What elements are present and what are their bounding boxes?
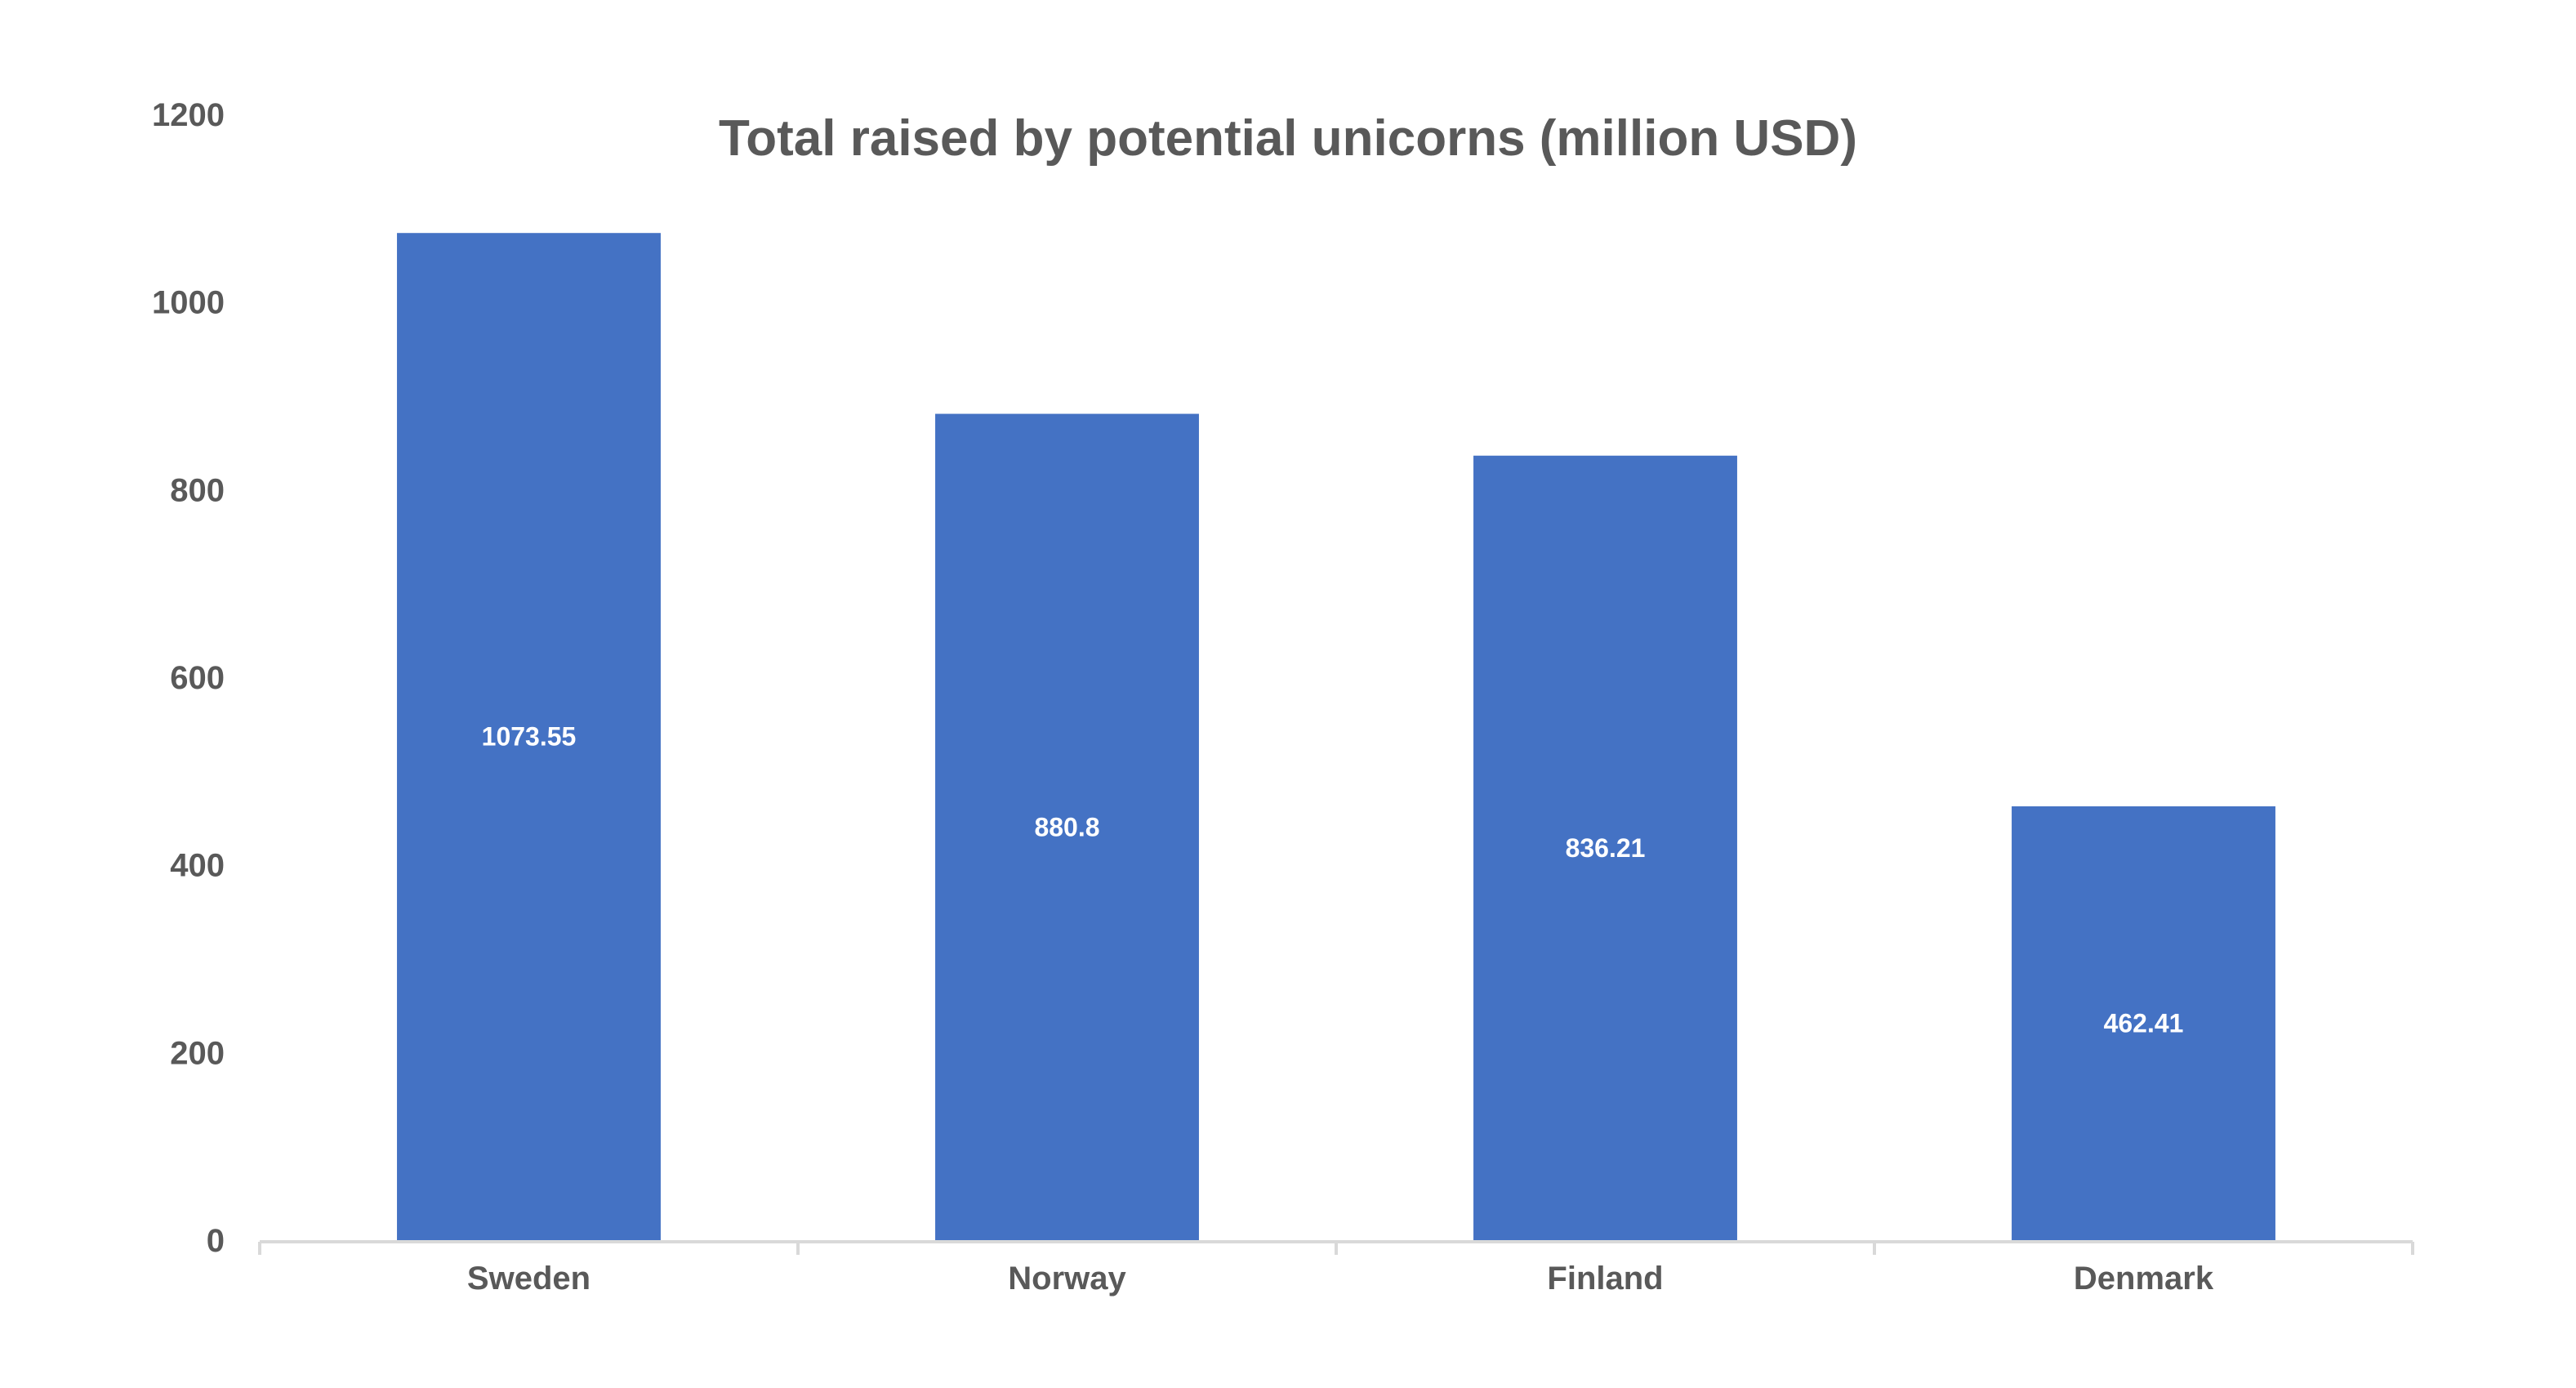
y-tick-label: 1200 bbox=[152, 97, 225, 133]
bar-finland bbox=[1473, 455, 1737, 1240]
chart-title: Total raised by potential unicorns (mill… bbox=[719, 110, 1857, 167]
data-label: 880.8 bbox=[1034, 812, 1099, 841]
bars bbox=[397, 233, 2275, 1241]
y-tick-label: 800 bbox=[170, 472, 225, 508]
y-axis-ticks: 0 200 400 600 800 1000 1200 bbox=[152, 97, 225, 1259]
data-label: 836.21 bbox=[1566, 833, 1646, 863]
y-tick-label: 0 bbox=[207, 1223, 225, 1259]
category-label: Norway bbox=[1008, 1261, 1126, 1297]
x-axis bbox=[258, 1240, 2414, 1255]
y-tick-label: 400 bbox=[170, 848, 225, 884]
data-label: 1073.55 bbox=[482, 722, 577, 752]
data-labels: 1073.55 880.8 836.21 462.41 bbox=[482, 722, 2184, 1038]
bar-denmark bbox=[2012, 806, 2275, 1240]
category-label: Finland bbox=[1547, 1261, 1663, 1297]
category-label: Sweden bbox=[467, 1261, 591, 1297]
y-tick-label: 1000 bbox=[152, 285, 225, 321]
data-label: 462.41 bbox=[2104, 1008, 2184, 1038]
y-tick-label: 600 bbox=[170, 660, 225, 696]
y-tick-label: 200 bbox=[170, 1035, 225, 1071]
bar-norway bbox=[935, 413, 1199, 1241]
bar-sweden bbox=[397, 233, 661, 1240]
category-labels: Sweden Norway Finland Denmark bbox=[467, 1261, 2214, 1297]
category-label: Denmark bbox=[2074, 1261, 2214, 1297]
